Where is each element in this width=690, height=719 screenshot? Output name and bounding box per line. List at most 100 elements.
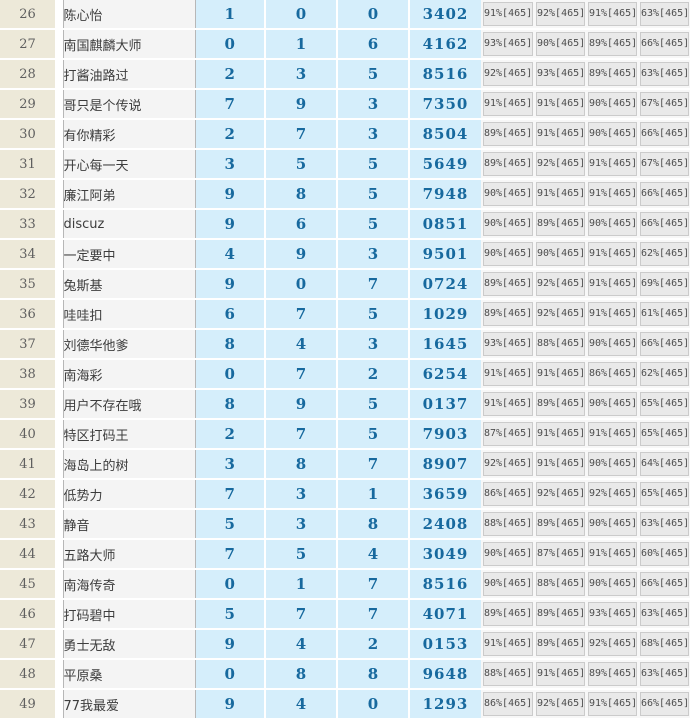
stat-value: 90%[465] — [588, 332, 637, 356]
stat-value: 91%[465] — [536, 182, 585, 206]
digit-cell-1: 7 — [195, 539, 266, 570]
stat-value: 90%[465] — [536, 32, 585, 56]
stat-cell-3: 90%[465] — [586, 509, 638, 540]
digit-cell-1: 6 — [195, 299, 266, 330]
stat-value: 65%[465] — [640, 482, 689, 506]
stat-cell-4: 66%[465] — [638, 179, 690, 210]
digit-cell-3: 3 — [337, 239, 410, 270]
stat-value: 91%[465] — [483, 392, 533, 416]
stat-cell-2: 91%[465] — [534, 119, 586, 150]
code-cell: 0851 — [409, 209, 481, 240]
rank-cell: 40 — [0, 419, 55, 450]
stat-value: 90%[465] — [588, 122, 637, 146]
rank-cell: 42 — [0, 479, 55, 510]
digit-cell-2: 0 — [265, 0, 338, 30]
table-row: 33 discuz 9 6 5 0851 90%[465] 89%[465] 9… — [0, 209, 690, 240]
stat-value: 91%[465] — [483, 2, 533, 26]
stat-cell-1: 86%[465] — [481, 689, 534, 719]
stat-cell-4: 65%[465] — [638, 419, 690, 450]
column-gap — [55, 149, 63, 180]
digit-cell-3: 0 — [337, 689, 410, 719]
stat-cell-2: 91%[465] — [534, 449, 586, 480]
stat-cell-2: 91%[465] — [534, 659, 586, 690]
stat-cell-4: 63%[465] — [638, 599, 690, 630]
username-cell: 有你精彩 — [62, 119, 196, 150]
table-row: 48 平原桑 0 8 8 9648 88%[465] 91%[465] 89%[… — [0, 659, 690, 690]
rank-cell: 38 — [0, 359, 55, 390]
column-gap — [55, 569, 63, 600]
rank-cell: 45 — [0, 569, 55, 600]
digit-cell-2: 4 — [265, 629, 338, 660]
stat-cell-1: 92%[465] — [481, 449, 534, 480]
stat-value: 66%[465] — [640, 572, 689, 596]
stat-cell-4: 62%[465] — [638, 239, 690, 270]
stat-value: 89%[465] — [483, 122, 533, 146]
digit-cell-3: 3 — [337, 89, 410, 120]
stat-value: 90%[465] — [588, 452, 637, 476]
stat-cell-4: 65%[465] — [638, 479, 690, 510]
stat-value: 88%[465] — [536, 332, 585, 356]
stat-value: 89%[465] — [536, 212, 585, 236]
column-gap — [55, 479, 63, 510]
stat-cell-3: 91%[465] — [586, 239, 638, 270]
stat-cell-4: 63%[465] — [638, 509, 690, 540]
table-row: 42 低势力 7 3 1 3659 86%[465] 92%[465] 92%[… — [0, 479, 690, 510]
digit-cell-1: 8 — [195, 389, 266, 420]
stat-cell-3: 90%[465] — [586, 329, 638, 360]
stat-value: 87%[465] — [536, 542, 585, 566]
table-row: 44 五路大师 7 5 4 3049 90%[465] 87%[465] 91%… — [0, 539, 690, 570]
table-row: 34 一定要中 4 9 3 9501 90%[465] 90%[465] 91%… — [0, 239, 690, 270]
rank-cell: 28 — [0, 59, 55, 90]
code-cell: 0153 — [409, 629, 481, 660]
stat-cell-3: 92%[465] — [586, 629, 638, 660]
table-row: 29 哥只是个传说 7 9 3 7350 91%[465] 91%[465] 9… — [0, 89, 690, 120]
table-row: 45 南海传奇 0 1 7 8516 90%[465] 88%[465] 90%… — [0, 569, 690, 600]
rank-cell: 27 — [0, 29, 55, 60]
column-gap — [55, 29, 63, 60]
stat-value: 89%[465] — [536, 512, 585, 536]
stat-value: 62%[465] — [640, 362, 689, 386]
column-gap — [55, 509, 63, 540]
stat-value: 91%[465] — [483, 362, 533, 386]
digit-cell-3: 7 — [337, 449, 410, 480]
stat-cell-4: 66%[465] — [638, 29, 690, 60]
table-row: 37 刘德华他爹 8 4 3 1645 93%[465] 88%[465] 90… — [0, 329, 690, 360]
digit-cell-1: 3 — [195, 449, 266, 480]
stat-cell-2: 89%[465] — [534, 629, 586, 660]
digit-cell-2: 7 — [265, 419, 338, 450]
stat-cell-3: 91%[465] — [586, 149, 638, 180]
code-cell: 7903 — [409, 419, 481, 450]
digit-cell-2: 7 — [265, 119, 338, 150]
stat-value: 91%[465] — [536, 422, 585, 446]
column-gap — [55, 329, 63, 360]
stat-value: 92%[465] — [483, 452, 533, 476]
stat-cell-3: 90%[465] — [586, 569, 638, 600]
stat-cell-1: 89%[465] — [481, 269, 534, 300]
column-gap — [55, 629, 63, 660]
rank-cell: 32 — [0, 179, 55, 210]
stat-value: 92%[465] — [536, 152, 585, 176]
stat-cell-1: 88%[465] — [481, 509, 534, 540]
stat-value: 88%[465] — [483, 512, 533, 536]
digit-cell-3: 7 — [337, 569, 410, 600]
digit-cell-1: 0 — [195, 659, 266, 690]
stat-cell-2: 92%[465] — [534, 149, 586, 180]
digit-cell-3: 3 — [337, 329, 410, 360]
table-row: 36 哇哇扣 6 7 5 1029 89%[465] 92%[465] 91%[… — [0, 299, 690, 330]
stat-cell-2: 89%[465] — [534, 209, 586, 240]
username-cell: 打酱油路过 — [62, 59, 196, 90]
stat-cell-1: 90%[465] — [481, 179, 534, 210]
digit-cell-2: 7 — [265, 299, 338, 330]
stat-cell-3: 90%[465] — [586, 389, 638, 420]
stat-value: 86%[465] — [483, 692, 533, 716]
digit-cell-3: 0 — [337, 0, 410, 30]
digit-cell-3: 2 — [337, 359, 410, 390]
stat-cell-4: 61%[465] — [638, 299, 690, 330]
stat-value: 66%[465] — [640, 182, 689, 206]
digit-cell-1: 0 — [195, 29, 266, 60]
stat-cell-4: 68%[465] — [638, 629, 690, 660]
username-cell: 廉江阿弟 — [62, 179, 196, 210]
table-row: 39 用户不存在哦 8 9 5 0137 91%[465] 89%[465] 9… — [0, 389, 690, 420]
stat-value: 89%[465] — [536, 602, 585, 626]
